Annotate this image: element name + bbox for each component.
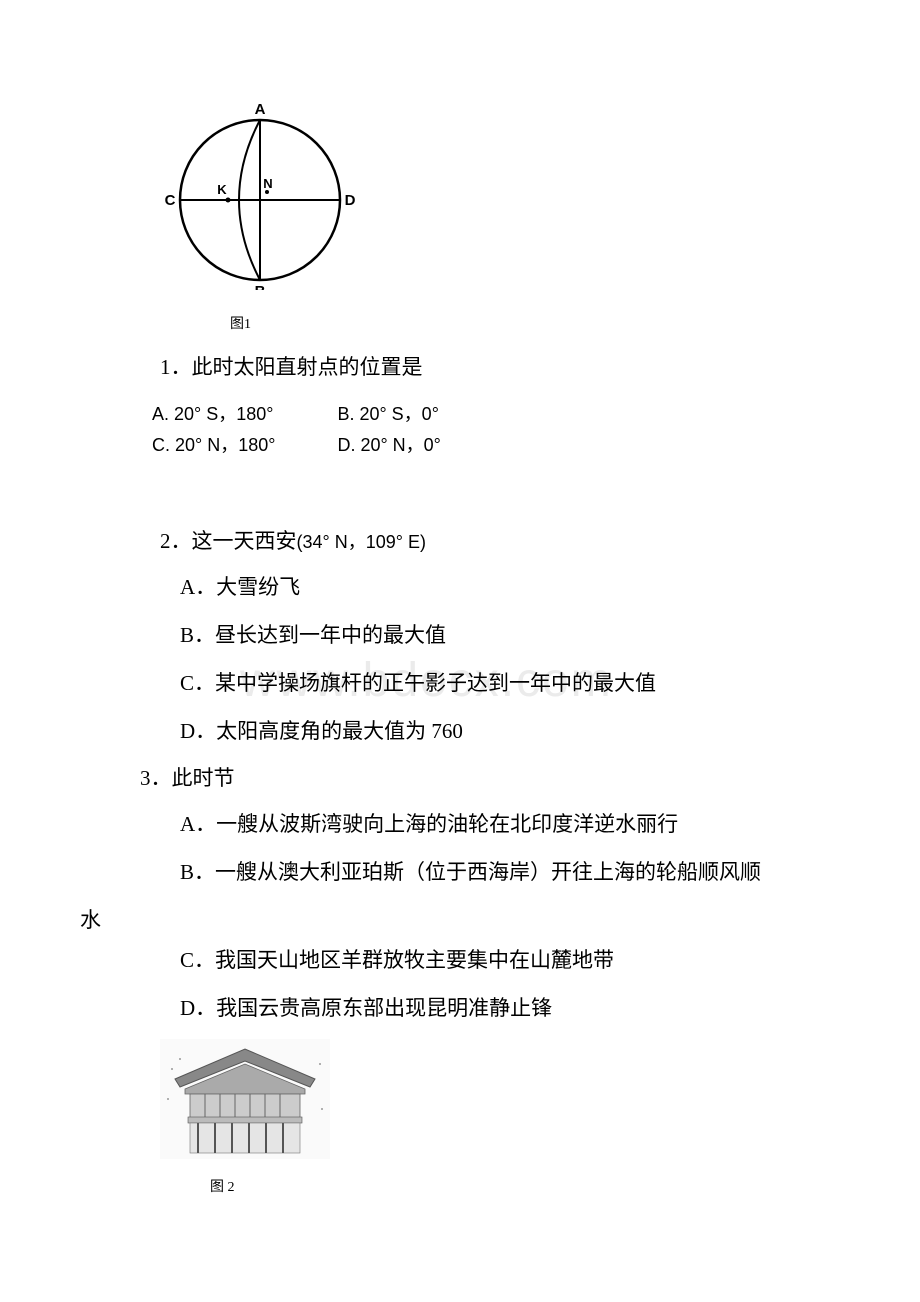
label-A: A <box>255 101 266 118</box>
q3-option-c: C．我国天山地区羊群放牧主要集中在山麓地带 <box>180 941 840 981</box>
question-3-text: 3．此时节 <box>140 759 840 799</box>
label-D: D <box>345 192 356 209</box>
label-N: N <box>263 176 272 191</box>
diagram2-caption: 图 2 <box>210 1175 840 1202</box>
q1-option-c: C. 20° N，180° <box>152 431 335 460</box>
diagram1-caption: 图1 <box>230 312 840 339</box>
question-1-options: A. 20° S，180° B. 20° S，0° C. 20° N，180° … <box>150 398 503 462</box>
label-C: C <box>165 192 176 209</box>
q1-option-a: A. 20° S，180° <box>152 400 335 429</box>
q1-option-b: B. 20° S，0° <box>337 400 500 429</box>
q3-option-b-line2: 水 <box>80 901 840 941</box>
question-2-text: 2．这一天西安(34° N，109° E) <box>160 522 840 562</box>
question-1-text: 1．此时太阳直射点的位置是 <box>160 348 840 388</box>
question-3-options: A．一艘从波斯湾驶向上海的油轮在北印度洋逆水丽行 B．一艘从澳大利亚珀斯（位于西… <box>180 805 840 893</box>
label-K: K <box>217 182 227 197</box>
q3-option-b-line1: B．一艘从澳大利亚珀斯（位于西海岸）开往上海的轮船顺风顺 <box>180 853 840 893</box>
question-2-options: A．大雪纷飞 B．昼长达到一年中的最大值 C．某中学操场旗杆的正午影子达到一年中… <box>180 568 840 752</box>
q2-option-b: B．昼长达到一年中的最大值 <box>180 616 840 656</box>
label-B: B <box>255 283 266 290</box>
q2-coord: (34° N，109° E) <box>297 532 426 552</box>
q2-option-d: D．太阳高度角的最大值为 760 <box>180 712 840 752</box>
q3-option-d: D．我国云贵高原东部出现昆明准静止锋 <box>180 989 840 1029</box>
diagram-globe: A B C D K N <box>160 100 840 304</box>
diagram-building <box>160 1039 840 1173</box>
q3-option-a: A．一艘从波斯湾驶向上海的油轮在北印度洋逆水丽行 <box>180 805 840 845</box>
q2-option-c: C．某中学操场旗杆的正午影子达到一年中的最大值 <box>180 664 840 704</box>
q1-option-d: D. 20° N，0° <box>337 431 500 460</box>
q2-option-a: A．大雪纷飞 <box>180 568 840 608</box>
